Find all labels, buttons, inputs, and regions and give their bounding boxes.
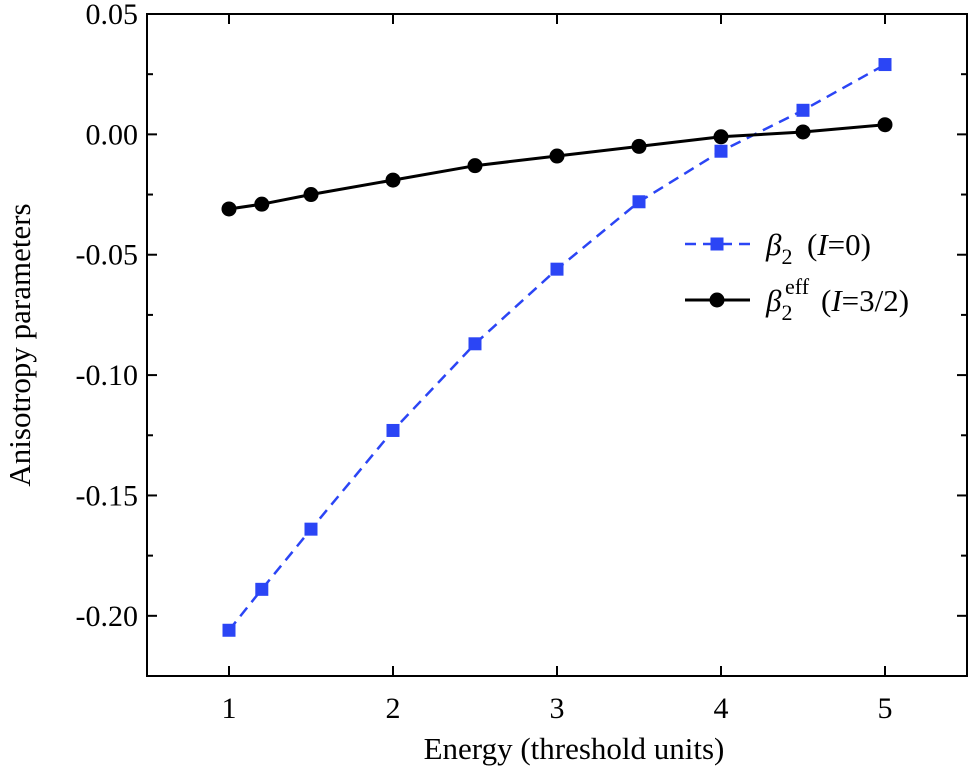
series-2: [221, 117, 893, 217]
x-axis: 1 2 3 4 5: [222, 14, 893, 725]
data-point: [255, 582, 269, 596]
data-point: [468, 337, 482, 351]
data-point: [795, 124, 811, 140]
x-tick-label: 5: [878, 692, 893, 725]
x-tick-label: 3: [550, 692, 565, 725]
y-tick-label: -0.15: [76, 479, 139, 512]
x-tick-label: 1: [222, 692, 237, 725]
y-tick-label: 0.05: [86, 0, 139, 31]
x-axis-title: Energy (threshold units): [424, 731, 725, 766]
data-point: [304, 522, 318, 536]
legend-label: β2eff (I=3/2): [765, 274, 909, 325]
series-layer: [221, 58, 893, 637]
x-tick-label: 4: [714, 692, 729, 725]
data-point: [877, 117, 893, 133]
legend-marker: [710, 237, 724, 251]
y-tick-label: -0.10: [76, 359, 139, 392]
data-point: [878, 58, 892, 72]
y-tick-label: -0.05: [76, 239, 139, 272]
legend-item: β2 (I=0): [685, 227, 871, 269]
y-axis: 0.05 0.00 -0.05 -0.10 -0.15 -0.20: [76, 0, 967, 677]
data-point: [550, 262, 564, 276]
legend-label: β2 (I=0): [765, 227, 871, 269]
legend-item: β2eff (I=3/2): [685, 274, 909, 325]
data-point: [254, 196, 270, 212]
plot-frame: [146, 13, 968, 677]
data-point: [631, 138, 647, 154]
data-point: [714, 144, 728, 158]
series-1: [222, 58, 892, 637]
legend-marker: [709, 292, 725, 308]
y-tick-label: 0.00: [86, 118, 139, 151]
data-point: [222, 623, 236, 637]
data-point: [303, 187, 319, 203]
legend: β2 (I=0) β2eff (I=3/2): [685, 227, 909, 325]
y-tick-label: -0.20: [76, 600, 139, 633]
series-line: [228, 63, 886, 632]
data-point: [796, 103, 810, 117]
data-point: [385, 172, 401, 188]
y-axis-title: Anisotropy parameters: [2, 203, 37, 486]
data-point: [713, 129, 729, 145]
data-point: [221, 201, 237, 217]
data-point: [386, 423, 400, 437]
data-point: [632, 195, 646, 209]
series-line: [228, 123, 886, 211]
x-tick-label: 2: [386, 692, 401, 725]
data-point: [467, 158, 483, 174]
data-point: [549, 148, 565, 164]
